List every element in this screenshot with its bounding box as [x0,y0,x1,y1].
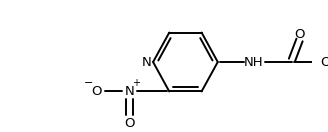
Text: O: O [91,85,101,98]
Text: NH: NH [244,55,264,69]
Text: O: O [320,55,328,69]
Text: N: N [141,55,151,69]
Text: O: O [124,117,134,130]
Text: −: − [84,78,93,88]
Text: +: + [132,78,140,88]
Text: N: N [124,85,134,98]
Text: O: O [294,27,305,41]
